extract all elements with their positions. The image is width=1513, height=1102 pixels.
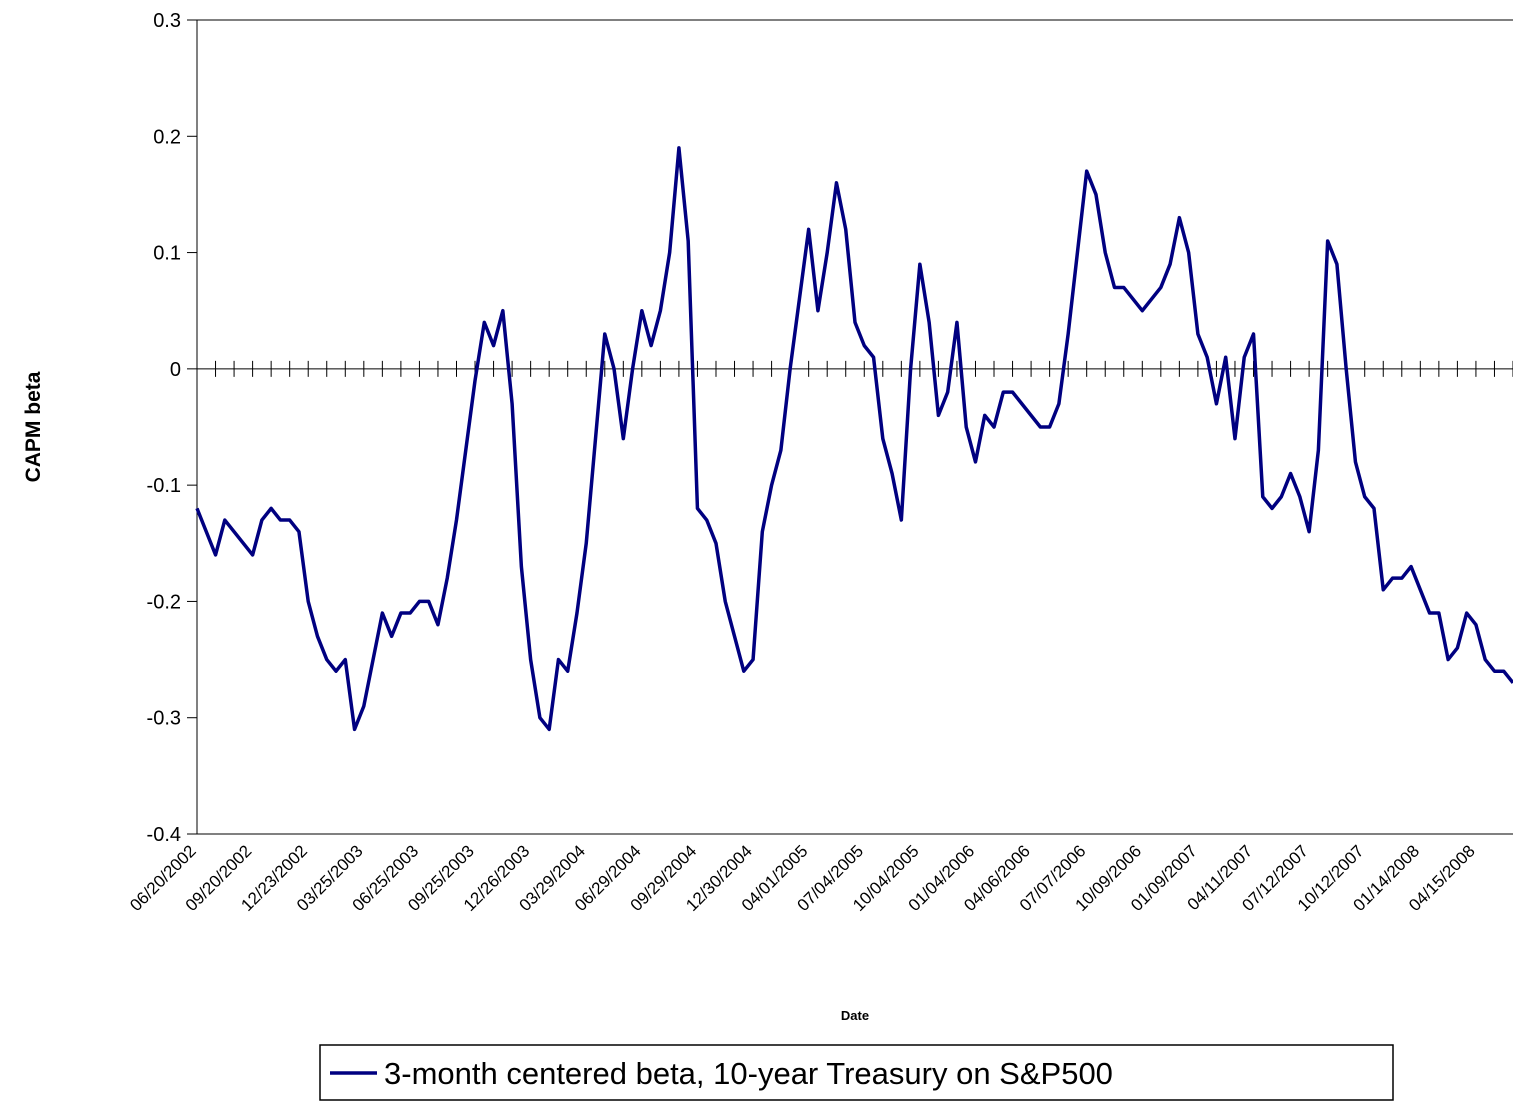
data-line (195, 146, 1513, 732)
y-axis-title: CAPM beta (22, 371, 45, 482)
y-tick-label: 0 (170, 359, 181, 381)
y-tick-label: -0.1 (147, 475, 181, 497)
y-tick-label: -0.2 (147, 591, 181, 613)
y-tick-label: -0.3 (147, 708, 181, 730)
x-axis-title: Date (841, 1008, 869, 1023)
y-tick-label: 0.2 (153, 126, 181, 148)
legend (319, 1044, 1394, 1101)
legend-label: 3-month centered beta, 10-year Treasury … (384, 1056, 1113, 1091)
y-tick-label: 0.3 (153, 10, 181, 32)
y-tick-label: 0.1 (153, 243, 181, 265)
y-tick-label: -0.4 (147, 824, 181, 846)
